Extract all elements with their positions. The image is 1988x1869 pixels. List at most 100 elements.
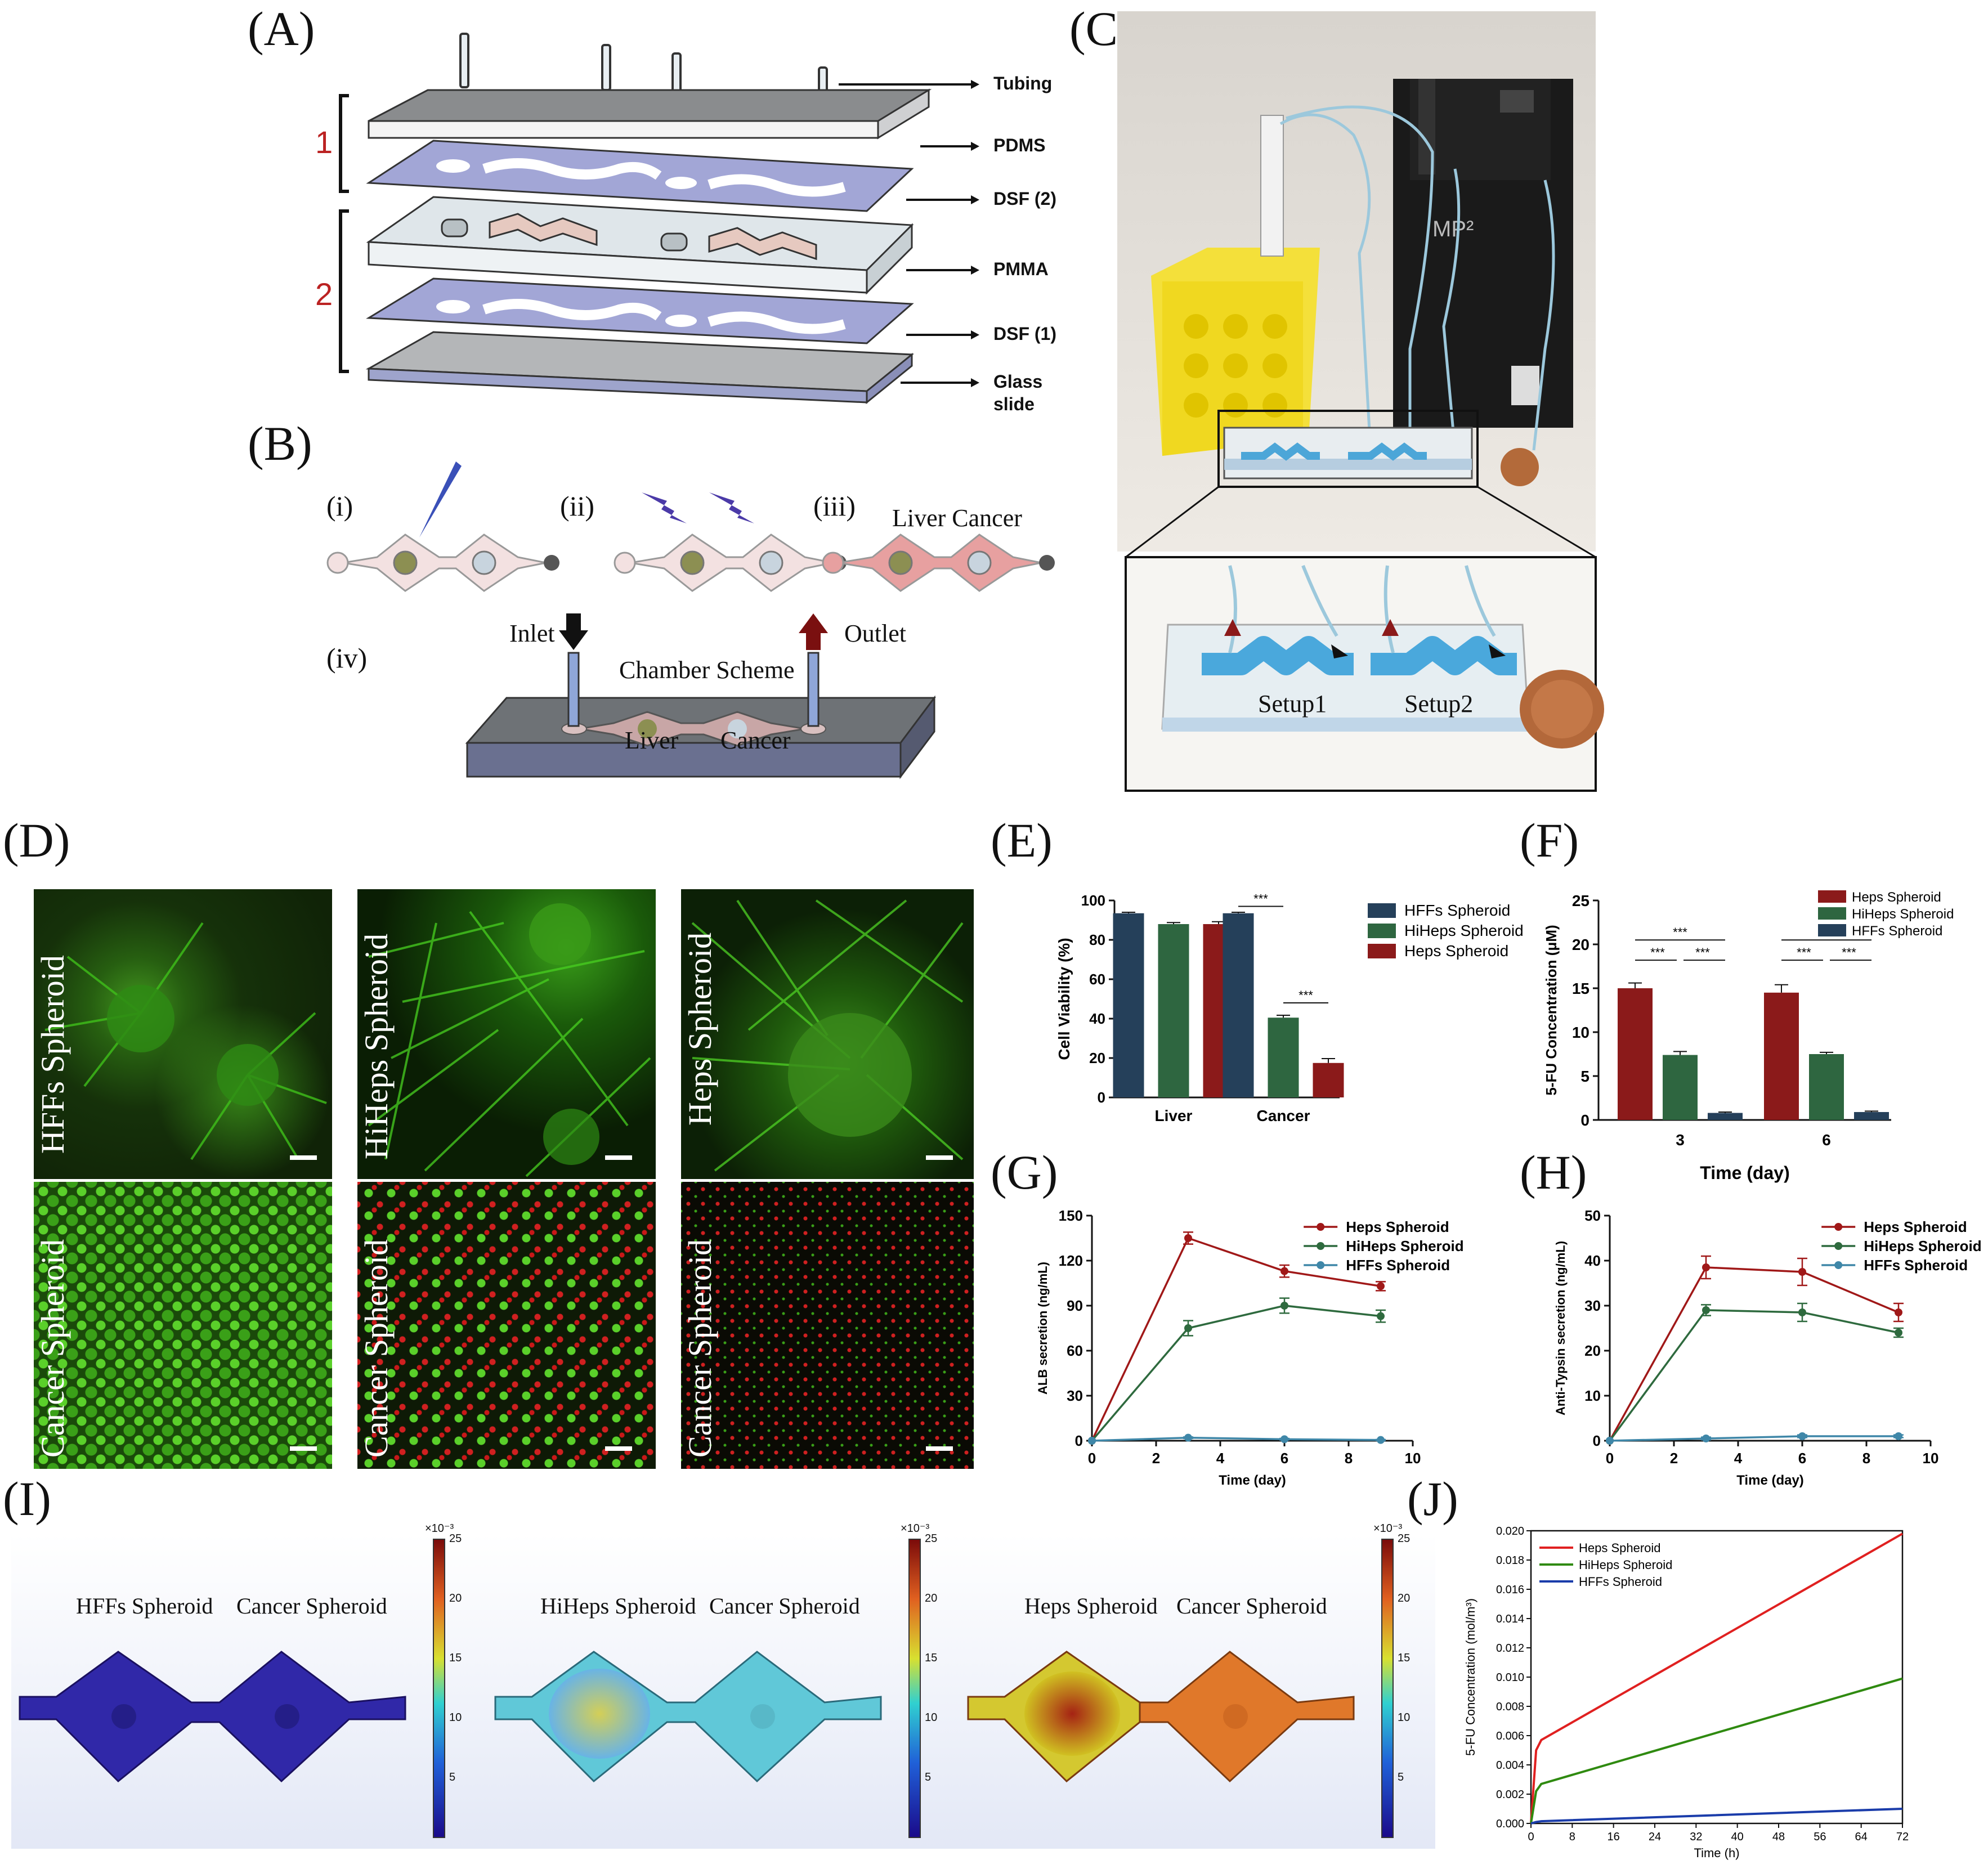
micrograph-hiheps: HiHeps Spheroid xyxy=(357,889,656,1179)
bar xyxy=(1113,913,1144,1097)
layer-arrows xyxy=(839,83,971,384)
legend-label: HiHeps Spheroid xyxy=(1852,907,1954,922)
y-axis-label: ALB secretion (ng/mL) xyxy=(1036,1262,1050,1395)
sig-label: *** xyxy=(1650,945,1665,960)
colorbar-tick-label: 5 xyxy=(1398,1771,1404,1783)
pmma-layer xyxy=(366,196,914,295)
data-point xyxy=(1798,1308,1806,1316)
step-label-ii: (ii) xyxy=(560,490,595,522)
legend-marker xyxy=(1317,1223,1325,1231)
micrograph-label: Heps Spheroid xyxy=(682,932,718,1126)
x-axis-label: Time (day) xyxy=(1736,1473,1804,1488)
chart-e: 0 20 40 60 80 100 Cell Viability (%) Liver Cance… xyxy=(1055,892,1524,1125)
legend-swatch xyxy=(1818,890,1846,903)
y-tick-label: 30 xyxy=(1067,1387,1083,1404)
y-tick-label: 60 xyxy=(1089,971,1105,988)
legend-label: Heps Spheroid xyxy=(1864,1218,1967,1235)
x-tick-label: 64 xyxy=(1855,1831,1868,1843)
colorbar-tick-label: 10 xyxy=(925,1711,938,1724)
inlet-label: Inlet xyxy=(509,620,555,647)
label-slide: slide xyxy=(993,394,1035,414)
legend-label: HiHeps Spheroid xyxy=(1404,922,1524,939)
legend-marker xyxy=(1317,1242,1325,1250)
bar xyxy=(1708,1113,1743,1120)
x-tick-label: 10 xyxy=(1923,1450,1939,1467)
micrograph-cancer-3: Cancer Spheroid xyxy=(681,1182,974,1469)
sim-chip-3 xyxy=(967,1651,1355,1783)
colorbar-3 xyxy=(1381,1539,1394,1838)
y-tick-label: 100 xyxy=(1081,892,1105,909)
micrograph-label: Cancer Spheroid xyxy=(358,1239,395,1458)
y-tick-label: 120 xyxy=(1059,1252,1083,1269)
legend-label: HiHeps Spheroid xyxy=(1346,1238,1463,1254)
group-label-1: 1 xyxy=(315,124,333,160)
y-tick-label: 50 xyxy=(1584,1207,1601,1224)
x-tick-label: 0 xyxy=(1606,1450,1614,1467)
y-tick-label: 10 xyxy=(1584,1387,1601,1404)
x-tick-label: 10 xyxy=(1405,1450,1421,1467)
step-iii-caption: Liver Cancer xyxy=(892,504,1022,532)
x-tick-label: 0 xyxy=(1088,1450,1096,1467)
x-tick-label: 8 xyxy=(1862,1450,1870,1467)
x-tick-label: Liver xyxy=(1155,1107,1193,1124)
data-point xyxy=(1377,1312,1385,1320)
x-tick-label: 24 xyxy=(1649,1831,1661,1843)
dsf2-layer xyxy=(366,140,914,212)
group-label-2: 2 xyxy=(315,276,333,312)
y-tick-label: 25 xyxy=(1572,892,1589,909)
micrograph-label: Cancer Spheroid xyxy=(34,1239,71,1458)
bar xyxy=(1618,988,1653,1120)
legend-label: Heps Spheroid xyxy=(1346,1218,1449,1235)
data-point xyxy=(1702,1263,1710,1271)
panel-label-i: (I) xyxy=(3,1472,51,1526)
inlet-arrow-icon xyxy=(559,613,588,650)
y-tick-label: 40 xyxy=(1089,1010,1105,1027)
red-arrow-icon xyxy=(1224,619,1241,636)
panel-i-simulation xyxy=(19,1539,1394,1838)
sig-label: *** xyxy=(1797,945,1811,960)
panel-a-layer-diagram xyxy=(339,33,979,405)
zoom-inset xyxy=(1125,556,1604,792)
colorbar-tick-label: 25 xyxy=(1398,1532,1411,1545)
series-line xyxy=(1530,1808,1903,1825)
sim-label-3a: Heps Spheroid xyxy=(1024,1593,1158,1619)
chip-photo xyxy=(1223,427,1539,486)
x-tick-label: 72 xyxy=(1896,1831,1909,1843)
y-tick-label: 0.000 xyxy=(1496,1818,1524,1830)
y-tick-label: 20 xyxy=(1089,1050,1105,1066)
colorbar-tick-label: 25 xyxy=(449,1532,462,1545)
label-pmma: PMMA xyxy=(993,259,1049,279)
panel-label-d: (D) xyxy=(3,813,70,867)
y-tick-label: 0.002 xyxy=(1496,1789,1524,1801)
chart-h: 0 10 20 30 40 50 0 2 4 6 8 10 Anti-Typsin secretion … xyxy=(1553,1207,1982,1488)
label-tubing: Tubing xyxy=(993,73,1053,93)
legend-swatch xyxy=(1368,924,1396,938)
colorbar-tick-label: 15 xyxy=(1398,1652,1411,1664)
x-tick-label: 2 xyxy=(1152,1450,1160,1467)
legend-label: Heps Spheroid xyxy=(1579,1541,1661,1555)
legend-marker xyxy=(1834,1261,1843,1269)
colorbar-tick-label: 10 xyxy=(1398,1711,1411,1724)
bar xyxy=(1764,992,1799,1120)
sig-label: *** xyxy=(1673,925,1687,939)
black-arrow-icon xyxy=(1489,644,1506,658)
panel-label-h: (H) xyxy=(1520,1145,1587,1199)
y-tick-label: 60 xyxy=(1067,1342,1083,1359)
bar xyxy=(1663,1055,1698,1120)
label-glass: Glass xyxy=(993,371,1043,392)
x-tick-label: 32 xyxy=(1690,1831,1702,1843)
x-tick-label: 8 xyxy=(1569,1831,1575,1843)
panel-label-e: (E) xyxy=(991,813,1053,867)
panel-c-photo: MP² xyxy=(1117,11,1604,792)
x-tick-label: 6 xyxy=(1822,1131,1831,1149)
micrograph-cancer-1: Cancer Spheroid xyxy=(34,1182,332,1469)
chamber-scheme-label: Chamber Scheme xyxy=(619,656,795,684)
x-tick-label: 16 xyxy=(1608,1831,1620,1843)
series-line xyxy=(1530,1532,1903,1824)
bar xyxy=(1268,1018,1299,1097)
legend-label: HFFs Spheroid xyxy=(1346,1257,1450,1274)
y-tick-label: 0.006 xyxy=(1496,1730,1524,1742)
y-tick-label: 0.010 xyxy=(1496,1671,1524,1684)
colorbar-exponent: ×10⁻³ xyxy=(425,1522,454,1535)
bar xyxy=(1809,1054,1844,1120)
